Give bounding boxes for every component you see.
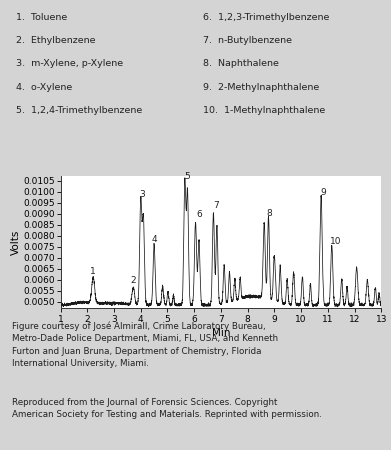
Text: 6.  1,2,3-Trimethylbenzene: 6. 1,2,3-Trimethylbenzene: [203, 13, 330, 22]
Text: 9: 9: [320, 189, 326, 198]
Text: 1.  Toluene: 1. Toluene: [16, 13, 67, 22]
Text: 6: 6: [196, 211, 202, 220]
Text: 4: 4: [152, 234, 158, 243]
Text: 5.  1,2,4-Trimethylbenzene: 5. 1,2,4-Trimethylbenzene: [16, 106, 142, 115]
Text: 8: 8: [267, 209, 273, 218]
Y-axis label: Volts: Volts: [11, 229, 21, 255]
X-axis label: Min: Min: [212, 328, 230, 338]
Text: 10.  1-Methylnaphthalene: 10. 1-Methylnaphthalene: [203, 106, 326, 115]
Text: 9.  2-Methylnaphthalene: 9. 2-Methylnaphthalene: [203, 83, 319, 92]
Text: 7.  n-Butylbenzene: 7. n-Butylbenzene: [203, 36, 292, 45]
Text: 1: 1: [90, 267, 96, 276]
Text: 7: 7: [213, 201, 219, 210]
Text: 8.  Naphthalene: 8. Naphthalene: [203, 59, 279, 68]
Text: 2.  Ethylbenzene: 2. Ethylbenzene: [16, 36, 95, 45]
Text: 10: 10: [330, 237, 341, 246]
Text: Reproduced from the Journal of Forensic Sciences. Copyright
American Society for: Reproduced from the Journal of Forensic …: [12, 398, 322, 419]
Text: 2: 2: [131, 275, 136, 284]
Text: Figure courtesy of José Almirall, Crime Laboratory Bureau,
Metro-Dade Police Dep: Figure courtesy of José Almirall, Crime …: [12, 322, 278, 368]
Text: 4.  o-Xylene: 4. o-Xylene: [16, 83, 72, 92]
Text: 3: 3: [139, 190, 145, 199]
Text: 3.  m-Xylene, p-Xylene: 3. m-Xylene, p-Xylene: [16, 59, 123, 68]
Text: 5: 5: [184, 172, 190, 181]
